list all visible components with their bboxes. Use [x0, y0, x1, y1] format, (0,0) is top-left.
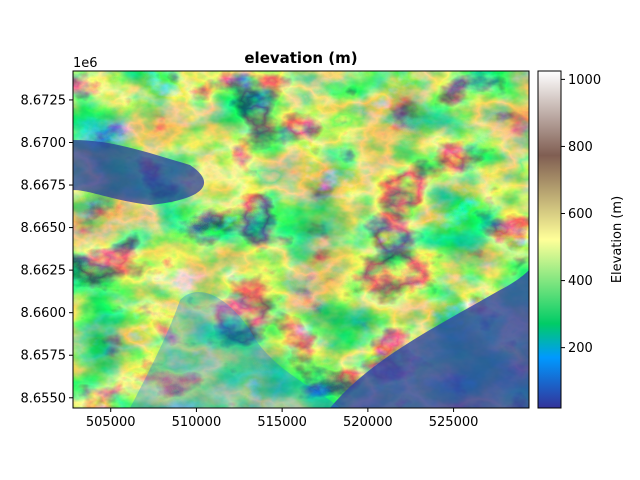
y-tick-label: 8.6700	[21, 136, 67, 151]
colorbar-tick-label: 1000	[568, 73, 601, 88]
x-axis: 505000 510000 515000 520000 525000	[86, 408, 478, 430]
y-tick-label: 8.6600	[21, 306, 67, 321]
y-axis: 8.6550 8.6575 8.6600 8.6625 8.6650 8.6675 8.67…	[21, 93, 73, 406]
x-tick-label: 515000	[257, 415, 307, 430]
colorbar-tick-label: 800	[568, 140, 593, 155]
y-tick-label: 8.6725	[21, 93, 67, 108]
plot-frame	[72, 70, 530, 409]
x-tick-label: 510000	[172, 415, 222, 430]
colorbar-label: Elevation (m)	[610, 196, 625, 283]
colorbar-tick-label: 200	[568, 341, 593, 356]
y-tick-label: 8.6625	[21, 264, 67, 279]
lowland-region-west	[73, 140, 205, 205]
lowland-region-channel	[130, 291, 340, 408]
colorbar-tick-label: 600	[568, 207, 593, 222]
x-tick-label: 520000	[343, 415, 393, 430]
chart-title: elevation (m)	[244, 49, 357, 67]
y-offset-text: 1e6	[73, 56, 98, 71]
y-tick-label: 8.6575	[21, 349, 67, 364]
heatmap-plot-area	[73, 71, 529, 408]
x-tick-label: 505000	[86, 415, 136, 430]
colorbar-axis: 200 400 600 800 1000	[561, 73, 601, 356]
colorbar	[537, 70, 562, 409]
y-tick-label: 8.6650	[21, 221, 67, 236]
lowland-region-south	[330, 270, 529, 408]
colorbar-tick-label: 400	[568, 274, 593, 289]
x-tick-label: 525000	[429, 415, 479, 430]
y-tick-label: 8.6675	[21, 179, 67, 194]
y-tick-label: 8.6550	[21, 391, 67, 406]
